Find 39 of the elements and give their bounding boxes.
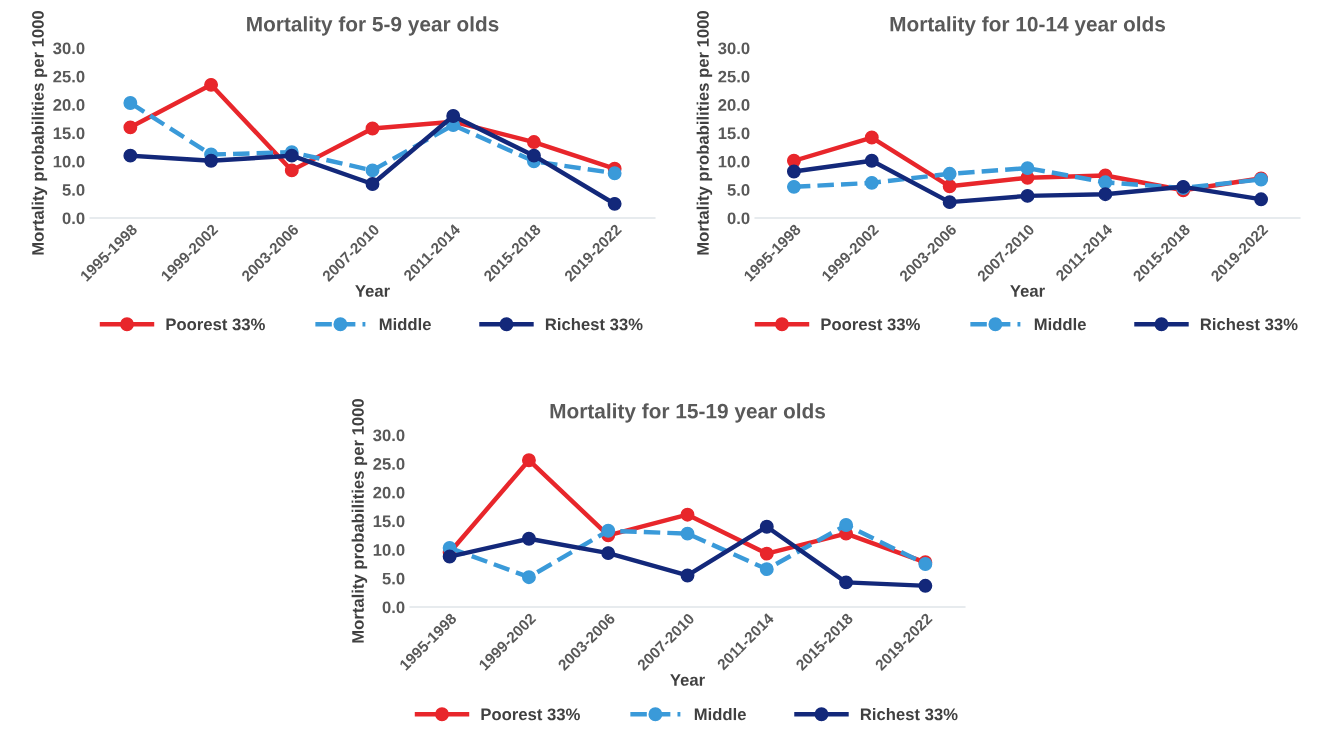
y-tick-label: 5.0 [727, 184, 750, 196]
y-tick-label: 30.0 [53, 42, 85, 55]
y-tick-label: 5.0 [62, 184, 85, 196]
y-axis-title: Mortality probabilities per 1000 [351, 398, 368, 643]
y-tick-label: 30.0 [373, 429, 405, 442]
legend-label: Poorest 33% [481, 708, 580, 721]
legend-label: Richest 33% [860, 708, 958, 721]
y-tick-label: 20.0 [53, 99, 85, 111]
legend-label: Poorest 33% [821, 318, 920, 331]
y-tick-label: 25.0 [53, 70, 85, 83]
y-tick-label: 5.0 [382, 572, 405, 585]
y-tick-label: 10.0 [718, 155, 750, 168]
y-tick-label: 0.0 [382, 601, 405, 614]
y-tick-label: 10.0 [373, 544, 405, 556]
y-tick-label: 20.0 [373, 486, 405, 499]
legend-label: Richest 33% [545, 318, 643, 331]
legend-label: Middle [379, 318, 431, 331]
legend-label: Middle [1034, 318, 1086, 331]
legend-label: Poorest 33% [166, 318, 265, 331]
chart-title: Mortality for 5-9 year olds [247, 16, 499, 36]
chart-title: Mortality for 10-14 year olds [890, 16, 1166, 36]
y-tick-label: 10.0 [53, 155, 85, 168]
y-tick-label: 25.0 [373, 458, 405, 470]
y-tick-label: 0.0 [727, 212, 750, 225]
y-tick-label: 0.0 [62, 212, 85, 225]
y-tick-label: 15.0 [373, 515, 405, 528]
x-axis-title: Year [355, 285, 390, 297]
y-tick-label: 15.0 [718, 127, 750, 140]
y-axis-title: Mortality probabilities per 1000 [31, 10, 48, 255]
x-axis-title: Year [670, 674, 705, 686]
y-axis-title: Mortality probabilities per 1000 [696, 10, 713, 255]
y-tick-label: 20.0 [718, 99, 750, 111]
y-tick-label: 15.0 [53, 127, 85, 140]
chart-title: Mortality for 15-19 year olds [550, 403, 826, 423]
y-tick-label: 30.0 [718, 42, 750, 55]
x-axis-title: Year [1010, 285, 1045, 297]
legend-label: Middle [694, 708, 746, 721]
legend-label: Richest 33% [1200, 318, 1298, 331]
y-tick-label: 25.0 [718, 70, 750, 83]
